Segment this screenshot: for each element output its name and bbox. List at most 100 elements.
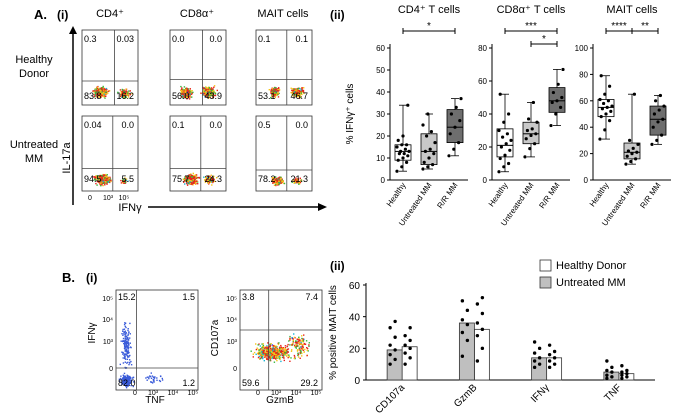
significance-label: *** bbox=[525, 21, 537, 32]
data-point bbox=[459, 97, 463, 101]
data-point bbox=[454, 105, 458, 109]
quadrant-ll: 82.0 bbox=[118, 378, 136, 388]
data-point bbox=[620, 370, 624, 374]
data-point bbox=[559, 105, 563, 109]
col-header-cd4: CD4⁺ bbox=[96, 8, 124, 20]
x-tick-label: Healthy bbox=[385, 181, 408, 208]
data-point bbox=[635, 150, 639, 154]
data-point bbox=[400, 143, 404, 147]
y-tick-0: 0 bbox=[109, 366, 113, 373]
data-point bbox=[465, 338, 470, 343]
data-point bbox=[403, 333, 407, 338]
data-point bbox=[448, 132, 452, 136]
data-point bbox=[403, 343, 407, 347]
data-point bbox=[388, 326, 392, 330]
data-point bbox=[403, 362, 407, 366]
il17a-axis-arrow bbox=[69, 26, 77, 205]
x-tick-label: R/R MM bbox=[435, 181, 459, 210]
data-point bbox=[598, 137, 602, 141]
x-tick-label: Healthy bbox=[588, 181, 611, 208]
x-tick-0: 0 bbox=[256, 390, 260, 397]
data-point bbox=[662, 104, 666, 108]
quadrant-ll: 83.8 bbox=[84, 91, 102, 101]
data-point bbox=[502, 120, 506, 124]
quadrant-ul: 0.04 bbox=[84, 120, 102, 130]
flow-events bbox=[92, 85, 133, 99]
data-point bbox=[550, 100, 554, 105]
flow-frame bbox=[169, 115, 227, 192]
data-point bbox=[624, 162, 628, 166]
flow-frame bbox=[115, 289, 199, 391]
data-point bbox=[625, 371, 629, 376]
data-point bbox=[610, 370, 614, 374]
quadrant-ll: 56.0 bbox=[172, 91, 190, 101]
data-point bbox=[406, 154, 410, 158]
quadrant-ul: 0.5 bbox=[258, 120, 271, 130]
data-point bbox=[422, 160, 426, 164]
flow-frame bbox=[239, 289, 323, 391]
y-tick-label: 40 bbox=[376, 88, 385, 97]
data-point bbox=[620, 364, 624, 368]
data-point bbox=[497, 170, 501, 174]
flow-plot-cd107a-gzmb bbox=[239, 289, 323, 391]
panel-a-label: A. bbox=[34, 7, 47, 22]
data-point bbox=[533, 142, 537, 146]
flow-ifng-tnf: IFNγ TNF 15.2 1.5 82.0 1.2 10⁵ 10⁴ 10³ 0… bbox=[87, 292, 198, 406]
y-tick-10-4: 10⁴ bbox=[102, 317, 113, 324]
x-tick-label: R/R MM bbox=[638, 181, 662, 210]
data-point bbox=[658, 93, 663, 98]
data-point bbox=[475, 359, 480, 363]
data-point bbox=[475, 321, 480, 325]
data-point bbox=[532, 340, 537, 344]
data-point bbox=[628, 138, 632, 142]
quadrant-ll: 53.1 bbox=[258, 91, 276, 101]
data-point bbox=[529, 133, 533, 138]
data-point bbox=[528, 147, 532, 151]
data-point bbox=[657, 108, 661, 112]
panel-b-sub-i: (i) bbox=[86, 271, 97, 285]
data-point bbox=[396, 158, 400, 162]
quadrant-ul: 0.1 bbox=[172, 120, 185, 130]
data-point bbox=[661, 117, 665, 121]
data-point bbox=[460, 299, 465, 303]
box-chart-title: MAIT cells bbox=[606, 4, 658, 16]
bar-cd107a-untreated-mm bbox=[386, 319, 403, 381]
data-point bbox=[405, 160, 409, 164]
legend: Healthy Donor Untreated MM bbox=[539, 259, 627, 289]
flow-b2-ylabel: CD107a bbox=[210, 319, 221, 356]
data-point bbox=[509, 138, 513, 142]
x-tick-label: Healthy bbox=[487, 181, 510, 208]
box-untreated-mm bbox=[420, 112, 438, 171]
data-point bbox=[560, 95, 564, 100]
data-point bbox=[655, 138, 659, 142]
x-tick-label: IFNγ bbox=[529, 382, 552, 405]
data-point bbox=[555, 99, 559, 103]
data-point bbox=[527, 117, 531, 121]
significance-bracket: * bbox=[402, 21, 456, 34]
data-point bbox=[625, 154, 629, 158]
flow-mm-mait: 0.5 0.0 78.2 21.3 bbox=[258, 120, 308, 184]
col-header-cd8: CD8α⁺ bbox=[180, 8, 214, 20]
data-point bbox=[552, 356, 557, 360]
data-point bbox=[505, 132, 509, 136]
data-point bbox=[402, 152, 406, 156]
quadrant-lr: 5.5 bbox=[121, 174, 134, 184]
data-point bbox=[556, 82, 560, 86]
data-point bbox=[426, 165, 430, 169]
y-tick-label: 80 bbox=[579, 70, 588, 79]
significance-label: **** bbox=[611, 21, 627, 32]
y-tick-0: 0 bbox=[233, 366, 237, 373]
data-point bbox=[654, 99, 658, 103]
legend-swatch bbox=[539, 276, 552, 289]
data-point bbox=[480, 295, 485, 300]
significance-label: * bbox=[542, 34, 546, 45]
ifng-axis-label: IFNγ bbox=[118, 202, 142, 214]
y-tick-label: 0 bbox=[381, 176, 386, 185]
data-point bbox=[400, 165, 404, 169]
data-point bbox=[652, 112, 657, 116]
quadrant-ll: 75.7 bbox=[172, 174, 190, 184]
data-point bbox=[660, 133, 664, 137]
data-point bbox=[388, 352, 392, 357]
